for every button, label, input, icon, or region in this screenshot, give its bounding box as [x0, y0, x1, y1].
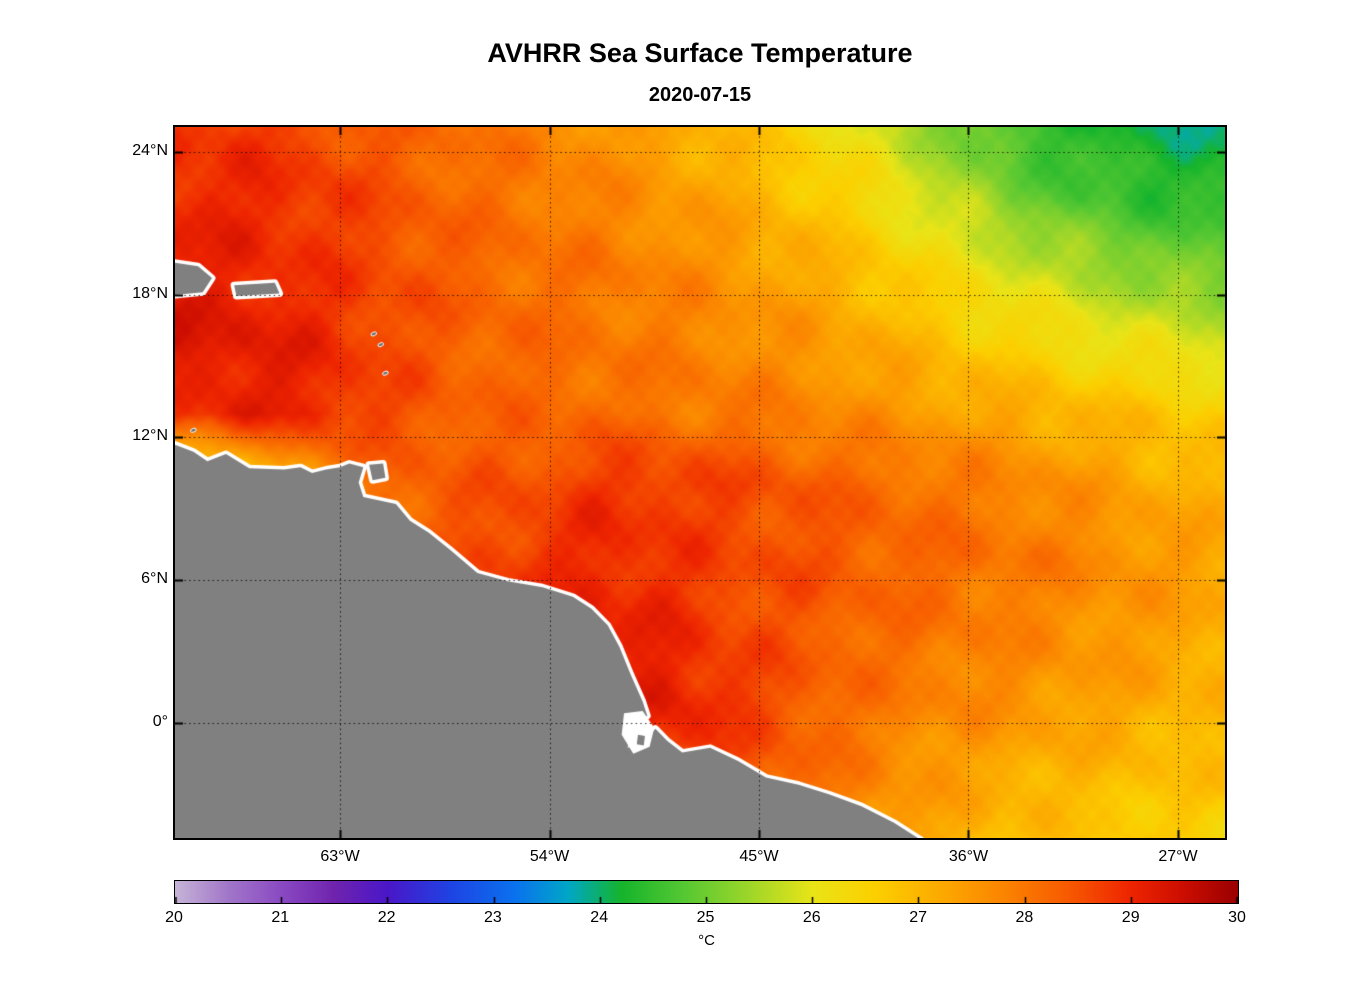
- colorbar-unit-label: °C: [698, 932, 715, 949]
- colorbar-tick-label: 25: [696, 909, 715, 926]
- colorbar-tick-label: 22: [377, 909, 396, 926]
- colorbar-canvas: [175, 881, 1238, 903]
- colorbar-tick-label: 28: [1015, 909, 1034, 926]
- y-tick-label: 18°N: [132, 284, 168, 302]
- colorbar-tick-label: 29: [1121, 909, 1140, 926]
- y-tick-label: 24°N: [132, 141, 168, 159]
- x-tick-label: 45°W: [739, 848, 779, 865]
- colorbar-tick-label: 21: [271, 909, 290, 926]
- chart-title: AVHRR Sea Surface Temperature: [487, 38, 913, 68]
- colorbar-tick-label: 27: [909, 909, 927, 926]
- colorbar-frame: [174, 880, 1239, 904]
- colorbar-tick-label: 30: [1228, 909, 1246, 926]
- y-tick-label: 12°N: [132, 427, 168, 445]
- y-tick-label: 6°N: [141, 570, 168, 588]
- x-tick-label: 27°W: [1158, 848, 1198, 865]
- colorbar-tick-label: 20: [165, 909, 183, 926]
- colorbar-tick-label: 26: [802, 909, 821, 926]
- colorbar-tick-label: 24: [590, 909, 609, 926]
- sst-heatmap-canvas: [175, 127, 1225, 838]
- y-tick-label: 0°: [152, 712, 168, 730]
- x-tick-label: 36°W: [948, 848, 989, 865]
- map-plot-frame: [173, 125, 1227, 840]
- x-tick-label: 54°W: [529, 848, 570, 865]
- colorbar-tick-label: 23: [483, 909, 502, 926]
- chart-subtitle: 2020-07-15: [648, 84, 752, 106]
- x-tick-label: 63°W: [320, 848, 360, 865]
